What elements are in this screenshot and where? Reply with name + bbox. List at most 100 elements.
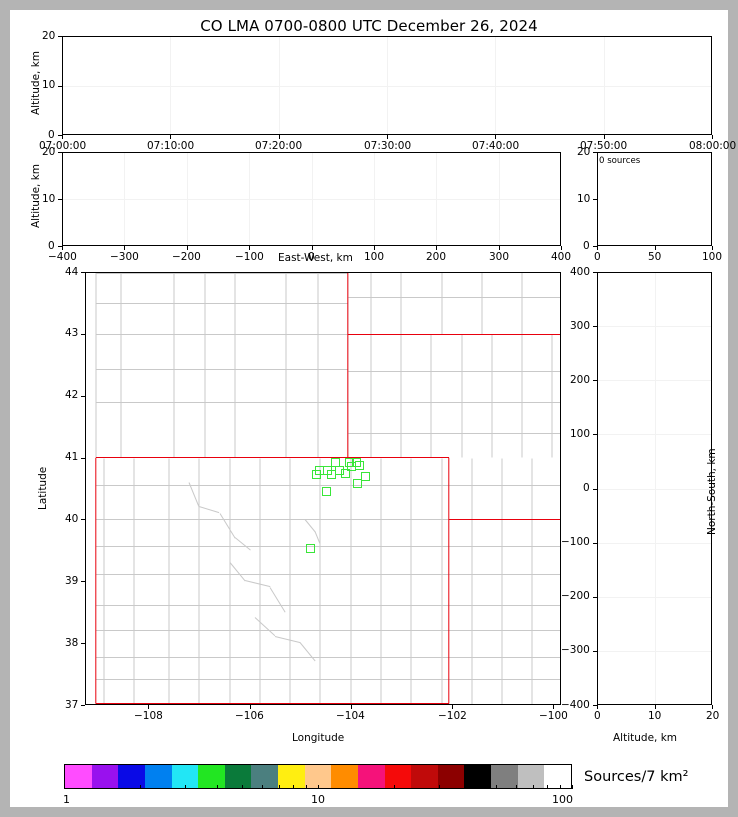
colorbar-tick xyxy=(140,785,141,789)
panel-ns-height-ytick-label: 300 xyxy=(570,320,591,332)
page-title: CO LMA 0700-0800 UTC December 26, 2024 xyxy=(200,17,538,35)
colorbar-swatch-14 xyxy=(437,765,465,788)
panel-ns-height-gridline-h xyxy=(598,434,711,435)
lma-source-marker xyxy=(311,470,321,480)
colorbar-tick xyxy=(516,785,517,789)
 xyxy=(441,273,442,335)
panel-ns-height[interactable] xyxy=(597,272,712,705)
 xyxy=(95,273,97,458)
 xyxy=(370,334,372,458)
 xyxy=(350,457,352,704)
panel-plan-view-map-ytick-label: 43 xyxy=(65,327,79,339)
 xyxy=(531,457,533,704)
panel-ew-height-ytick-label: 20 xyxy=(42,146,56,158)
panel-altitude-histogram-xtick xyxy=(712,246,713,250)
colorbar-tick xyxy=(279,785,280,789)
colorbar-label: Sources/7 km² xyxy=(584,769,689,785)
panel-time-height-xtick-label: 07:00:00 xyxy=(39,140,87,152)
panel-time-height-ytick-label: 20 xyxy=(42,30,56,42)
panel-ns-height-ylabel: North-South, km xyxy=(706,448,718,535)
colorbar-tick-label: 1 xyxy=(63,793,70,806)
colorbar-swatch-15 xyxy=(464,765,491,788)
colorbar-tick-label: 10 xyxy=(311,793,325,806)
 xyxy=(234,273,236,458)
 xyxy=(96,657,560,659)
 xyxy=(229,457,231,704)
panel-plan-view-map-ytick-label: 41 xyxy=(65,451,79,463)
colorbar-tick xyxy=(496,785,497,789)
panel-plan-view-map-xtick-label: −100 xyxy=(539,710,568,722)
lma-source-marker xyxy=(341,469,351,479)
panel-plan-view-map-xtick-label: −102 xyxy=(438,710,467,722)
panel-plan-view-map-ytick-label: 39 xyxy=(65,575,79,587)
panel-ew-height-xtick-label: 0 xyxy=(308,251,315,263)
colorbar-swatch-18 xyxy=(544,765,571,788)
 xyxy=(380,457,382,704)
source-count-annotation: 0 sources xyxy=(599,156,641,166)
panel-plan-view-map-ytick-label: 40 xyxy=(65,513,79,525)
 xyxy=(219,512,236,539)
 xyxy=(96,518,560,520)
colorbar-tick xyxy=(439,785,440,789)
 xyxy=(96,401,349,403)
panel-ns-height-xtick-label: 10 xyxy=(648,710,662,722)
 xyxy=(348,401,560,403)
panel-ns-height-ytick-label: −300 xyxy=(561,644,590,656)
 xyxy=(501,457,503,704)
 xyxy=(198,457,200,704)
panel-ns-height-xtick xyxy=(597,705,598,709)
 xyxy=(285,273,287,458)
panel-ns-height-gridline-h xyxy=(598,651,711,652)
panel-plan-view-map-xtick-label: −104 xyxy=(336,710,365,722)
panel-ns-height-gridline-v xyxy=(655,273,656,704)
lma-source-marker xyxy=(355,461,365,471)
 xyxy=(441,457,442,704)
panel-ns-height-gridline-h xyxy=(598,543,711,544)
panel-plan-view-map-ytick-label: 44 xyxy=(65,266,79,278)
panel-ew-height-xtick-label: −300 xyxy=(110,251,139,263)
 xyxy=(481,273,483,335)
colorbar-swatch-16 xyxy=(491,765,518,788)
 xyxy=(234,537,251,551)
panel-plan-view-map-ytick xyxy=(81,396,85,397)
 xyxy=(204,273,205,458)
colorbar[interactable] xyxy=(64,764,572,789)
 xyxy=(521,273,523,335)
colorbar-tick xyxy=(217,785,218,789)
panel-ew-height-xtick xyxy=(436,246,437,250)
panel-ew-height-xtick-label: −200 xyxy=(172,251,201,263)
panel-altitude-histogram-ytick-label: 20 xyxy=(577,146,591,158)
panel-ns-height-xtick-label: 0 xyxy=(594,710,601,722)
colorbar-swatch-7 xyxy=(251,765,278,788)
panel-plan-view-map-ytick xyxy=(81,643,85,644)
panel-plan-view-map-xtick xyxy=(553,705,554,709)
panel-plan-view-map-xtick xyxy=(351,705,352,709)
panel-altitude-histogram-ytick xyxy=(593,152,597,153)
colorbar-tick xyxy=(394,785,395,789)
colorbar-tick xyxy=(318,785,319,789)
 xyxy=(269,586,286,612)
lma-source-marker xyxy=(353,479,363,489)
panel-altitude-histogram[interactable] xyxy=(597,152,712,246)
panel-ns-height-xtick xyxy=(712,705,713,709)
 xyxy=(304,518,316,532)
panel-ns-height-xlabel: Altitude, km xyxy=(613,732,678,744)
colorbar-tick-label: 100 xyxy=(552,793,573,806)
panel-ew-height-ylabel: Altitude, km xyxy=(30,163,42,228)
 xyxy=(449,518,560,520)
colorbar-tick xyxy=(306,785,307,789)
panel-time-height-xtick-label: 07:30:00 xyxy=(364,140,412,152)
panel-plan-view-map-ytick-label: 42 xyxy=(65,389,79,401)
panel-time-height-ytick-label: 10 xyxy=(42,79,56,91)
panel-ns-height-ytick xyxy=(593,543,597,544)
 xyxy=(274,635,301,643)
panel-altitude-histogram-ytick xyxy=(593,246,597,247)
panel-altitude-histogram-ytick-label: 0 xyxy=(583,240,590,252)
panel-altitude-histogram-xtick xyxy=(655,246,656,250)
panel-plan-view-map-ytick xyxy=(81,581,85,582)
panel-time-height-gridline-h xyxy=(63,86,711,87)
 xyxy=(95,457,97,704)
 xyxy=(521,334,523,458)
 xyxy=(168,457,170,704)
 xyxy=(289,457,291,704)
